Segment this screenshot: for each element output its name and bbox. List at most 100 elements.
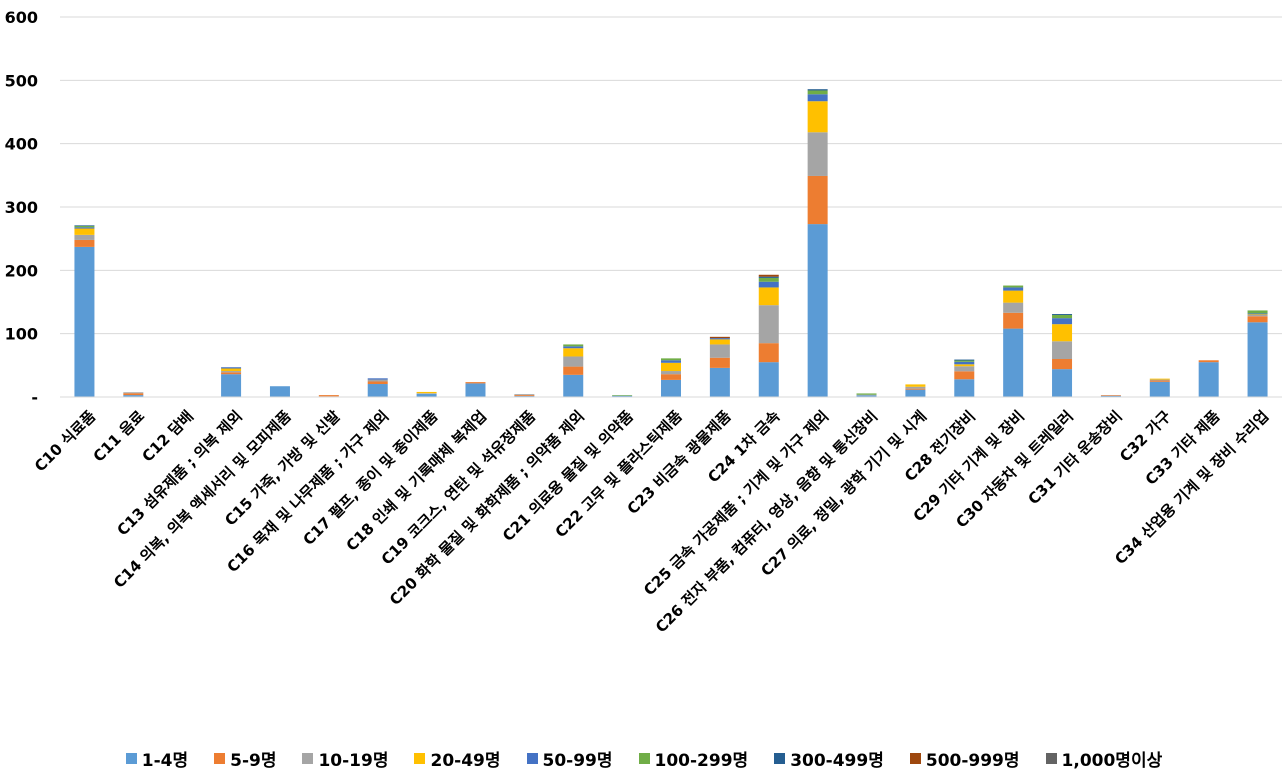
bar-segment [465,383,486,397]
bar-segment [1247,314,1268,315]
bar-segment [758,274,779,277]
bar-segment [123,393,144,396]
bar-segment [856,393,877,395]
legend-label: 1-4명 [141,751,189,771]
legend-item: 5-9명 [214,746,276,771]
bar-stack [563,344,584,397]
legend-label: 50-99명 [542,751,613,771]
bar-segment [416,391,437,394]
bar-segment [758,362,779,397]
x-tick-label: C31 기타 운송장비 [1024,407,1125,508]
bar-segment [661,374,681,380]
y-axis: - 100 200 300 400 500 600 [5,8,38,407]
bar-segment [74,225,95,226]
bar-segment [367,378,388,380]
bar-segment [221,368,242,372]
bar-segment [758,281,779,288]
bar-segment [1052,341,1073,359]
bar-stack [1247,310,1268,397]
bar-stack [1198,360,1219,397]
legend-label: 100-299명 [654,751,749,771]
legend-item: 10-19명 [302,746,388,771]
bar-segment [1003,285,1024,288]
bar-stack [807,89,828,397]
bar-segment [1198,360,1219,363]
bar-segment [758,305,779,344]
bar-segment [563,344,584,347]
bar-segment [123,392,144,394]
bar-stack [367,378,388,397]
bar-segment [221,374,242,397]
bar-segment [709,344,730,358]
bar-stack [856,393,877,397]
bar-segment [661,358,681,361]
bar-segment [807,175,828,225]
bar-segment [661,360,681,363]
bar-segment [807,101,828,133]
x-tick-label: C10 식료품 [31,407,99,475]
legend-item: 100-299명 [638,746,749,771]
bar-stack [661,358,681,397]
bar-segment [709,339,730,345]
y-tick-label: 200 [5,261,38,280]
bar-segment [367,384,388,397]
bar-segment [563,356,584,367]
bar-segment [905,384,926,387]
bar-segment [807,94,828,102]
bar-stack [1149,378,1170,397]
bar-segment [612,395,633,397]
bar-segment [465,382,486,384]
bar-segment [1149,378,1170,380]
legend-swatch [414,753,426,764]
bar-segment [954,379,975,397]
bar-segment [661,379,681,397]
bar-segment [758,343,779,363]
bar-stack [416,391,437,397]
bar-segment [1052,314,1073,315]
bar-segment [1052,314,1073,319]
bar-segment [1247,313,1268,315]
bar-segment [1100,395,1121,396]
bar-segment [661,371,681,375]
bar-segment [954,359,975,361]
bar-segment [905,388,926,390]
bar-segment [416,393,437,397]
bar-segment [1100,395,1121,397]
bar-segment [1003,290,1024,303]
y-tick-label: 300 [5,198,38,217]
bar-segment [1149,380,1170,382]
bar-segment [367,379,388,382]
bar-segment [1247,322,1268,397]
bar-segment [563,348,584,357]
bar-segment [1247,314,1268,317]
bar-segment [661,362,681,372]
bar-segment [221,372,242,375]
bar-segment [1003,328,1024,397]
bar-segment [514,395,535,397]
bar-stack [954,359,975,397]
y-tick-label: 500 [5,71,38,90]
bar-segment [856,394,877,396]
bar-segment [367,381,388,385]
bar-stack [905,384,926,397]
bar-stack [465,382,486,397]
legend-item: 500-999명 [909,746,1020,771]
legend-swatch [302,753,314,764]
bar-segment [954,366,975,372]
bar-stack [612,395,633,397]
bar-stack [1003,285,1024,397]
bar-segment [1052,318,1073,325]
legend-item: 20-49명 [414,746,501,771]
y-tick-label: 600 [5,8,38,27]
bar-segment [74,246,95,397]
bar-segment [905,386,926,389]
bar-segment [954,360,975,362]
legend-item: 300-499명 [774,746,884,771]
bar-segment [1149,381,1170,397]
y-tick-label: - [31,388,38,407]
legend-label: 20-49명 [430,751,501,771]
bar-segment [1052,324,1073,342]
bar-segment [514,394,535,396]
